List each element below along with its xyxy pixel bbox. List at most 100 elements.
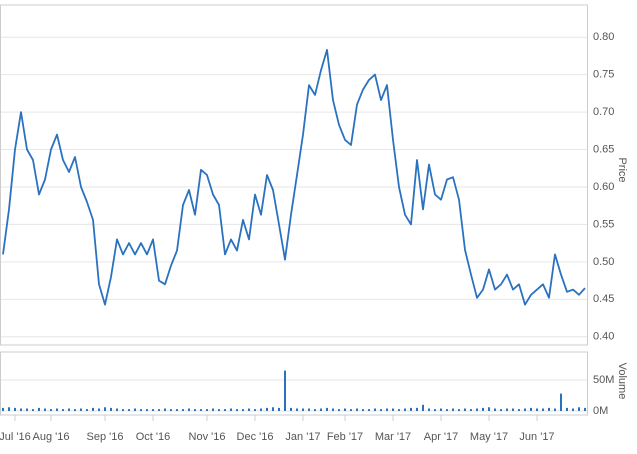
volume-bar <box>482 407 484 411</box>
volume-bar <box>14 407 16 411</box>
volume-bar <box>380 409 382 411</box>
volume-bar <box>338 409 340 411</box>
volume-bar <box>176 409 178 411</box>
volume-bar <box>314 409 316 411</box>
volume-bar <box>2 407 4 411</box>
y-tick-label: 0.55 <box>593 218 614 230</box>
volume-bar <box>170 409 172 411</box>
volume-bar <box>566 407 568 411</box>
volume-bar <box>44 408 46 411</box>
y-tick-label: 0.65 <box>593 143 614 155</box>
panel-frame <box>0 4 588 346</box>
volume-bar <box>152 409 154 411</box>
volume-bar <box>554 408 556 411</box>
x-tick-label: Mar '17 <box>375 431 411 443</box>
volume-bar <box>530 407 532 411</box>
y-tick-label: 0.75 <box>593 69 614 81</box>
volume-bar <box>368 409 370 411</box>
y-tick-label: 50M <box>593 374 614 386</box>
volume-bar <box>386 408 388 411</box>
y-tick-label: 0M <box>593 405 608 417</box>
x-tick-label: Jan '17 <box>285 431 320 443</box>
volume-bar <box>374 408 376 411</box>
volume-bar <box>32 409 34 411</box>
y-tick-label: 0.70 <box>593 106 614 118</box>
volume-bar <box>572 408 574 411</box>
volume-bar <box>344 408 346 411</box>
volume-bar <box>464 408 466 411</box>
volume-bar <box>134 408 136 411</box>
volume-bar <box>308 408 310 411</box>
volume-bar <box>230 408 232 411</box>
volume-bar <box>326 407 328 411</box>
x-tick-label: Aug '16 <box>33 431 70 443</box>
volume-bar <box>356 408 358 411</box>
volume-bar <box>272 407 274 411</box>
volume-bar <box>224 409 226 411</box>
volume-bar <box>140 409 142 411</box>
volume-bar <box>578 407 580 411</box>
volume-bar <box>50 409 52 411</box>
volume-bar <box>8 407 10 411</box>
volume-bar <box>404 408 406 411</box>
volume-bar <box>470 409 472 411</box>
volume-bar <box>440 408 442 411</box>
volume-bar <box>428 408 430 411</box>
volume-bar <box>278 407 280 411</box>
volume-bar <box>128 409 130 411</box>
y-tick-label: 0.50 <box>593 256 614 268</box>
volume-bar <box>194 409 196 411</box>
volume-bar <box>236 409 238 411</box>
volume-bar <box>20 408 22 411</box>
volume-bar <box>434 409 436 411</box>
volume-bar <box>284 370 286 411</box>
x-tick-label: Apr '17 <box>424 431 459 443</box>
x-tick-label: Feb '17 <box>327 431 363 443</box>
y-tick-label: 0.45 <box>593 293 614 305</box>
volume-bar <box>74 409 76 411</box>
volume-bar <box>446 409 448 411</box>
volume-bar <box>266 407 268 411</box>
volume-bar <box>56 408 58 411</box>
x-tick-label: Dec '16 <box>237 431 274 443</box>
volume-bar <box>506 408 508 411</box>
volume-bar <box>146 409 148 411</box>
volume-bar <box>254 409 256 411</box>
volume-bar <box>248 408 250 411</box>
volume-bar <box>518 409 520 411</box>
volume-bar <box>212 408 214 411</box>
volume-bar <box>392 408 394 411</box>
volume-bar <box>320 408 322 411</box>
volume-bar <box>188 408 190 411</box>
volume-bar <box>476 408 478 411</box>
volume-bar <box>182 409 184 411</box>
volume-bar <box>122 409 124 411</box>
volume-bar <box>494 408 496 411</box>
volume-bar <box>524 408 526 411</box>
x-tick-label: Sep '16 <box>87 431 124 443</box>
volume-bar <box>110 407 112 411</box>
y-tick-label: 0.40 <box>593 331 614 343</box>
volume-bar <box>362 409 364 411</box>
volume-bar <box>68 408 70 411</box>
volume-bar <box>158 409 160 411</box>
volume-bar <box>536 408 538 411</box>
volume-bar <box>98 408 100 411</box>
volume-bar <box>296 408 298 411</box>
volume-bar <box>206 409 208 411</box>
x-tick-label: Jul '16 <box>0 431 31 443</box>
volume-bar <box>26 408 28 411</box>
y-tick-label: 0.60 <box>593 181 614 193</box>
volume-bar <box>512 408 514 411</box>
volume-bar <box>458 409 460 411</box>
volume-axis-label: Volume <box>616 363 628 400</box>
volume-bar <box>332 408 334 411</box>
volume-bar <box>398 409 400 411</box>
volume-bar <box>410 407 412 411</box>
volume-bar <box>500 409 502 411</box>
volume-bar <box>104 407 106 411</box>
x-tick-label: Nov '16 <box>189 431 226 443</box>
volume-bar <box>350 409 352 411</box>
volume-bar <box>218 409 220 411</box>
